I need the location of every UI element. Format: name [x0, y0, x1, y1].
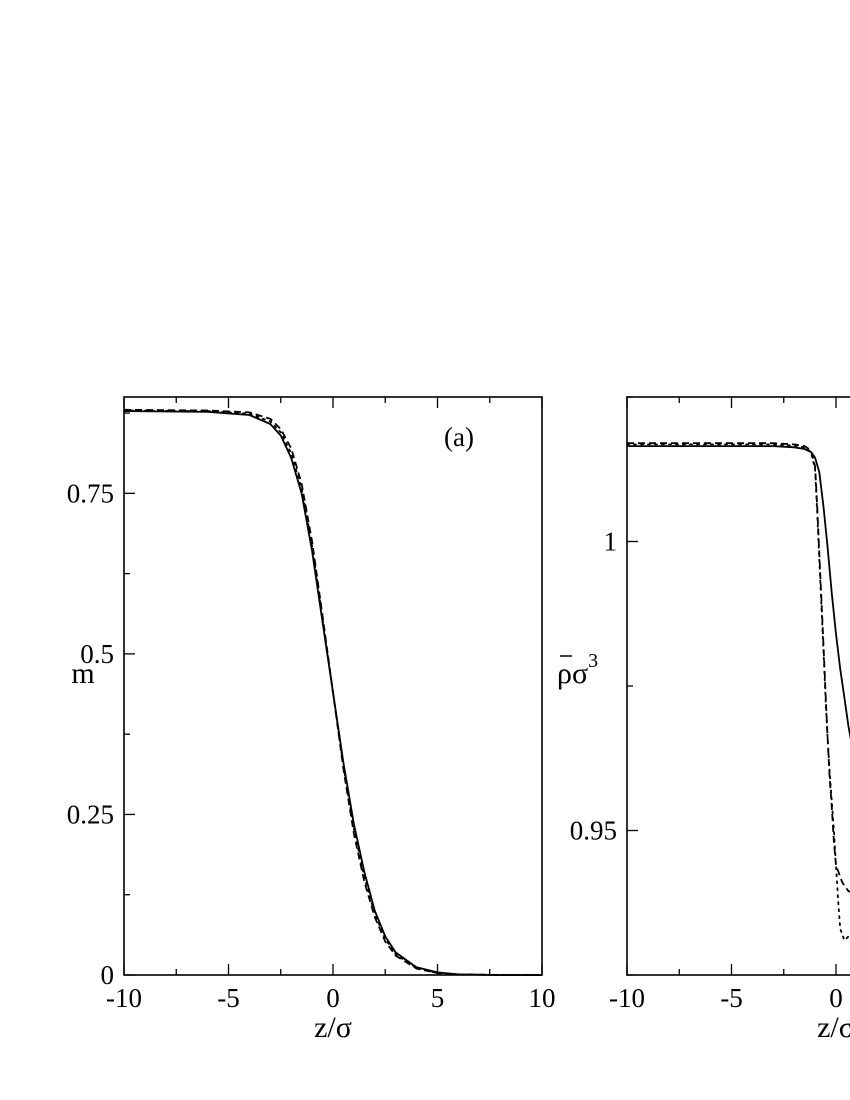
- series-group-b: [626, 442, 850, 942]
- x-tick-label: -5: [217, 983, 240, 1013]
- x-tick-label: 0: [326, 983, 340, 1013]
- labels-b: -10 -5 0 0.95 1: [570, 527, 843, 1014]
- y-tick-label: 0: [101, 960, 115, 990]
- x-tick-label: 10: [529, 983, 556, 1013]
- x-tick-label: 0: [829, 983, 843, 1013]
- x-axis-title-a: z/σ: [314, 1011, 352, 1044]
- x-tick-label: 5: [431, 983, 445, 1013]
- series-line-dashed: [123, 408, 542, 976]
- y-tick-label: 0.25: [67, 799, 114, 829]
- series-line-dotted: [626, 443, 850, 942]
- y-tick-label: 0.5: [80, 639, 114, 669]
- labels-a: -10 -5 0 5 10 0 0.25 0.5 0.75: [67, 478, 556, 1013]
- series-line-dashed: [627, 442, 850, 893]
- y-axis-title-a: m: [71, 657, 94, 690]
- y-axis-title-b: ρσ3: [557, 650, 598, 690]
- x-tick-label: -10: [609, 983, 645, 1013]
- panel-label-a: (a): [444, 422, 474, 452]
- plot-frame-a: [123, 396, 543, 976]
- chart-panel-a: -10 -5 0 5 10 0 0.25 0.5 0.75 (a) z/σ m: [67, 396, 556, 1044]
- series-group-a: [123, 408, 543, 976]
- x-tick-label: -10: [106, 983, 142, 1013]
- chart-panel-b: -10 -5 0 0.95 1 z/σ ρσ3: [557, 396, 850, 1044]
- x-tick-label: -5: [720, 983, 743, 1013]
- y-axis-title-b-superscript: 3: [588, 650, 598, 672]
- series-line-solid: [627, 445, 850, 740]
- y-tick-label: 1: [604, 527, 618, 557]
- y-tick-label: 0.95: [570, 816, 617, 846]
- x-axis-title-b: z/σ: [817, 1011, 850, 1044]
- y-axis-title-b-base: ρσ: [557, 657, 588, 690]
- ticks-a: [123, 397, 543, 976]
- ticks-b: [626, 396, 837, 976]
- series-line-dotted: [123, 409, 543, 976]
- y-tick-label: 0.75: [67, 478, 114, 508]
